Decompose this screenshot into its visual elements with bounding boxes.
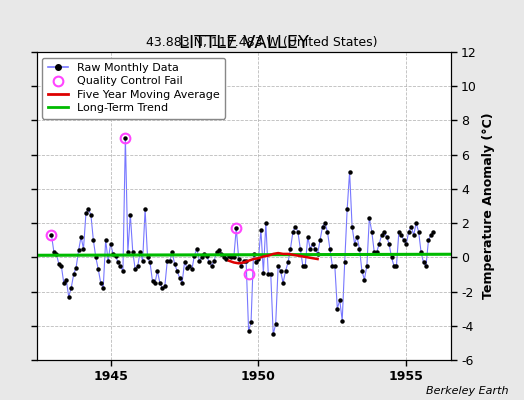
Legend: Raw Monthly Data, Quality Control Fail, Five Year Moving Average, Long-Term Tren: Raw Monthly Data, Quality Control Fail, … bbox=[42, 58, 225, 119]
Y-axis label: Temperature Anomaly (°C): Temperature Anomaly (°C) bbox=[483, 113, 496, 299]
Title: LITTLE VALLEY: LITTLE VALLEY bbox=[179, 34, 309, 52]
Text: 43.883 N, 117.483 W (United States): 43.883 N, 117.483 W (United States) bbox=[146, 36, 378, 49]
Text: Berkeley Earth: Berkeley Earth bbox=[426, 386, 508, 396]
